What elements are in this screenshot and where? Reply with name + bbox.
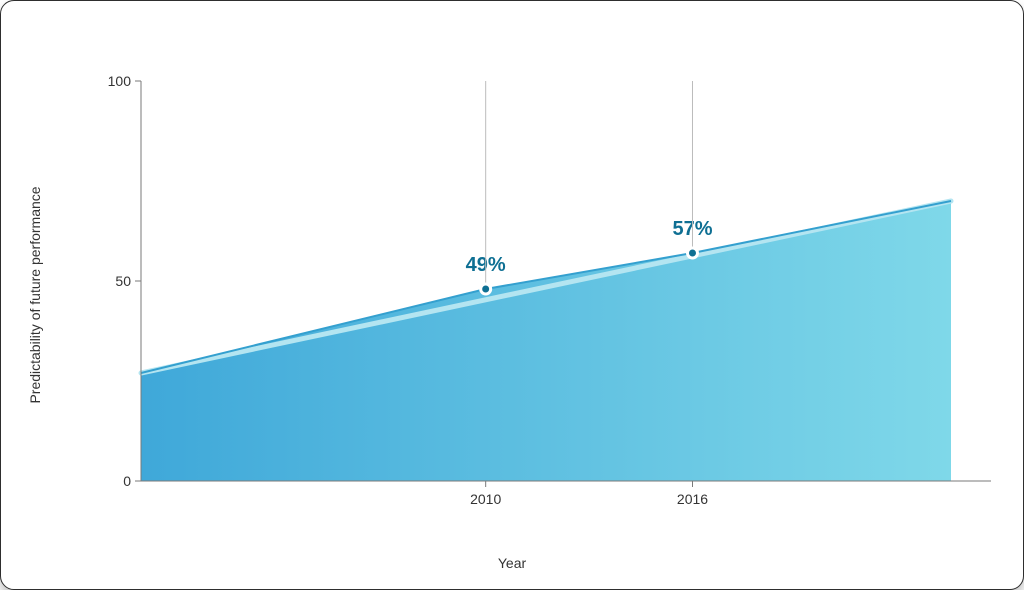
chart-svg xyxy=(1,1,1024,590)
chart-card: Predictability of future performance Yea… xyxy=(0,0,1024,590)
chart-plot: Predictability of future performance Yea… xyxy=(1,1,1023,589)
